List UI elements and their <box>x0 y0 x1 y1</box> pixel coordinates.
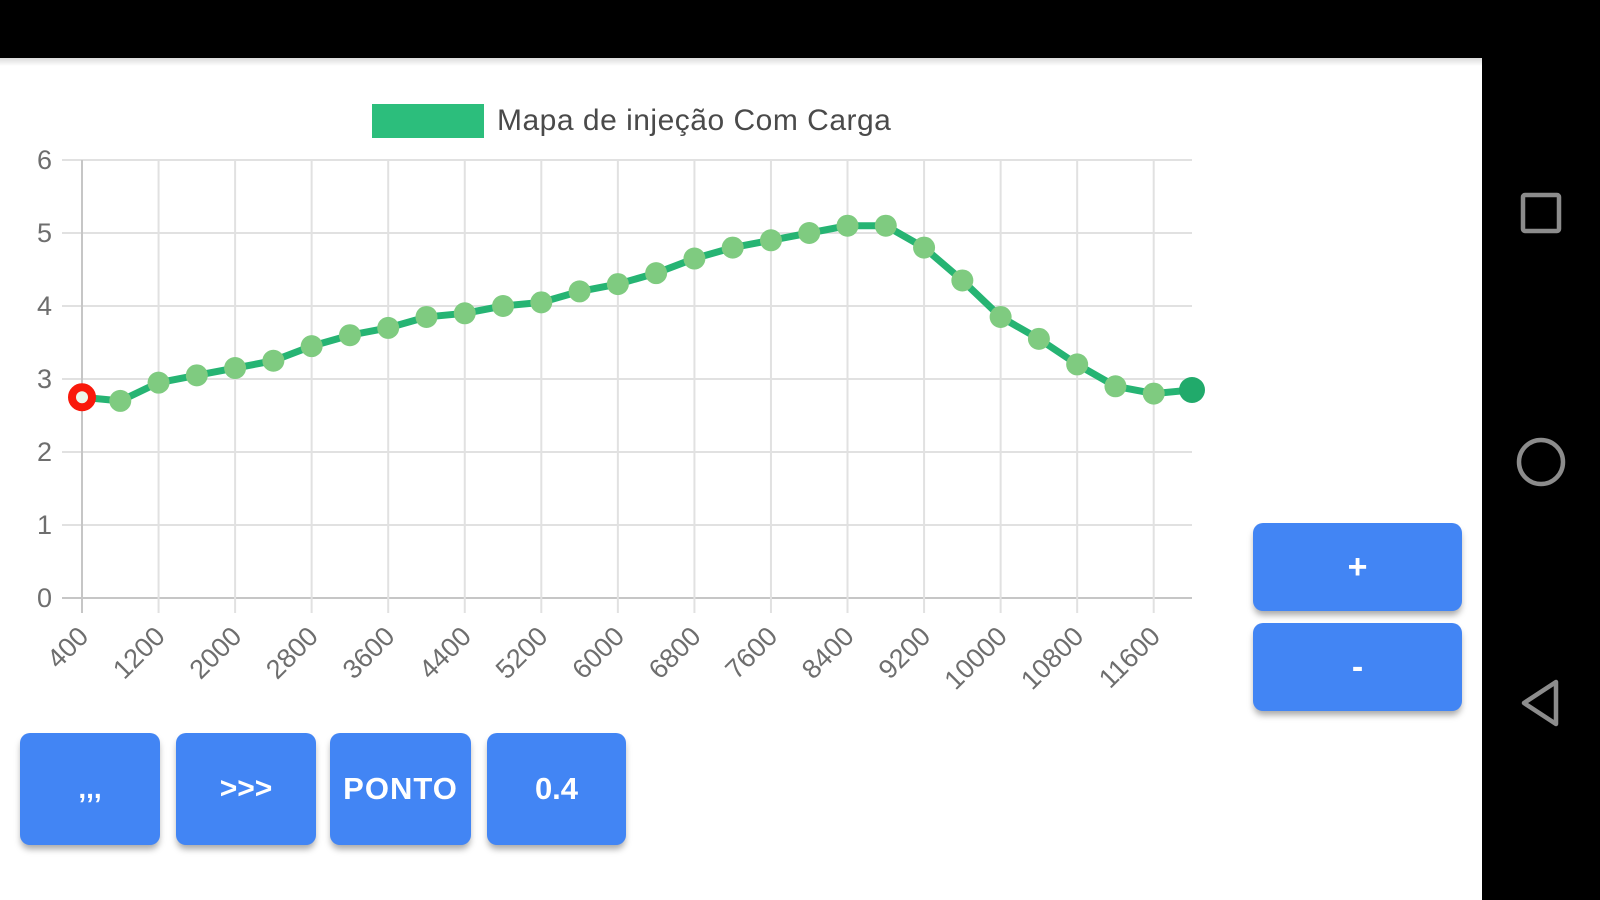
svg-text:5200: 5200 <box>490 621 554 685</box>
svg-text:0: 0 <box>37 583 52 613</box>
app-content: 0 1 2 3 4 5 6 400 1200 2000 2800 3600 4400 5200 6000 68… <box>0 58 1482 900</box>
data-point[interactable] <box>645 262 668 285</box>
data-point[interactable] <box>300 335 323 358</box>
data-point[interactable] <box>568 280 591 303</box>
svg-text:10800: 10800 <box>1015 621 1089 695</box>
chart-legend: Mapa de injeção Com Carga <box>372 104 891 138</box>
data-point[interactable] <box>683 247 706 270</box>
svg-text:3600: 3600 <box>337 621 401 685</box>
android-nav-bar <box>1482 58 1600 900</box>
chart-points[interactable] <box>68 214 1205 412</box>
svg-text:8400: 8400 <box>796 621 860 685</box>
chart-series-line <box>78 222 1196 405</box>
data-point[interactable] <box>606 273 629 296</box>
data-point[interactable] <box>1027 327 1050 350</box>
value-button[interactable]: 0.4 <box>487 733 626 845</box>
injection-map-chart[interactable]: 0 1 2 3 4 5 6 400 1200 2000 2800 3600 4400 5200 6000 68… <box>0 58 1482 900</box>
data-point[interactable] <box>185 364 208 387</box>
data-point[interactable] <box>530 291 553 314</box>
data-point[interactable] <box>147 371 170 394</box>
back-triangle-icon[interactable] <box>1511 673 1571 733</box>
ponto-button[interactable]: PONTO <box>330 733 471 845</box>
svg-text:2800: 2800 <box>260 621 324 685</box>
svg-text:11600: 11600 <box>1093 621 1166 694</box>
legend-swatch-icon <box>372 104 484 138</box>
data-point[interactable] <box>109 389 132 412</box>
data-point[interactable] <box>224 357 247 380</box>
data-point[interactable] <box>836 214 859 237</box>
svg-text:7600: 7600 <box>720 621 784 685</box>
data-point[interactable] <box>262 349 285 372</box>
data-point[interactable] <box>759 229 782 252</box>
svg-text:10000: 10000 <box>939 621 1013 695</box>
data-point[interactable] <box>874 214 897 237</box>
forward-button[interactable]: >>> <box>176 733 316 845</box>
home-circle-icon[interactable] <box>1511 432 1571 492</box>
data-point[interactable] <box>338 324 361 347</box>
svg-text:400: 400 <box>41 621 94 674</box>
data-point[interactable] <box>453 302 476 325</box>
chart-gridlines <box>62 159 1192 613</box>
selected-data-point[interactable] <box>68 383 96 412</box>
svg-text:1200: 1200 <box>107 621 171 685</box>
menu-button[interactable]: ,,, <box>20 733 160 845</box>
svg-text:9200: 9200 <box>873 621 937 685</box>
data-point[interactable] <box>1179 376 1205 403</box>
data-point[interactable] <box>1066 353 1089 376</box>
svg-text:1: 1 <box>37 510 52 540</box>
data-point[interactable] <box>1142 382 1165 405</box>
svg-text:5: 5 <box>37 218 52 248</box>
legend-label: Mapa de injeção Com Carga <box>497 104 892 137</box>
status-bar <box>0 0 1600 58</box>
svg-text:2000: 2000 <box>184 621 248 685</box>
svg-text:4: 4 <box>37 291 52 321</box>
increase-button[interactable]: + <box>1253 523 1462 611</box>
data-point[interactable] <box>913 236 936 259</box>
data-point[interactable] <box>989 305 1012 328</box>
svg-text:6000: 6000 <box>566 621 630 685</box>
decrease-button[interactable]: - <box>1253 623 1462 711</box>
recents-square-icon[interactable] <box>1511 183 1571 243</box>
svg-text:6: 6 <box>37 145 52 175</box>
svg-text:3: 3 <box>37 364 52 394</box>
svg-text:6800: 6800 <box>643 621 707 685</box>
data-point[interactable] <box>415 305 438 328</box>
chart-axis-labels: 0 1 2 3 4 5 6 400 1200 2000 2800 3600 4400 5200 6000 68… <box>37 145 1166 695</box>
data-point[interactable] <box>377 316 400 339</box>
data-point[interactable] <box>492 295 515 317</box>
data-point[interactable] <box>721 236 744 259</box>
svg-text:4400: 4400 <box>413 621 477 685</box>
data-point[interactable] <box>1104 375 1127 398</box>
data-point[interactable] <box>951 269 974 292</box>
svg-text:2: 2 <box>37 437 52 467</box>
data-point[interactable] <box>798 222 821 244</box>
